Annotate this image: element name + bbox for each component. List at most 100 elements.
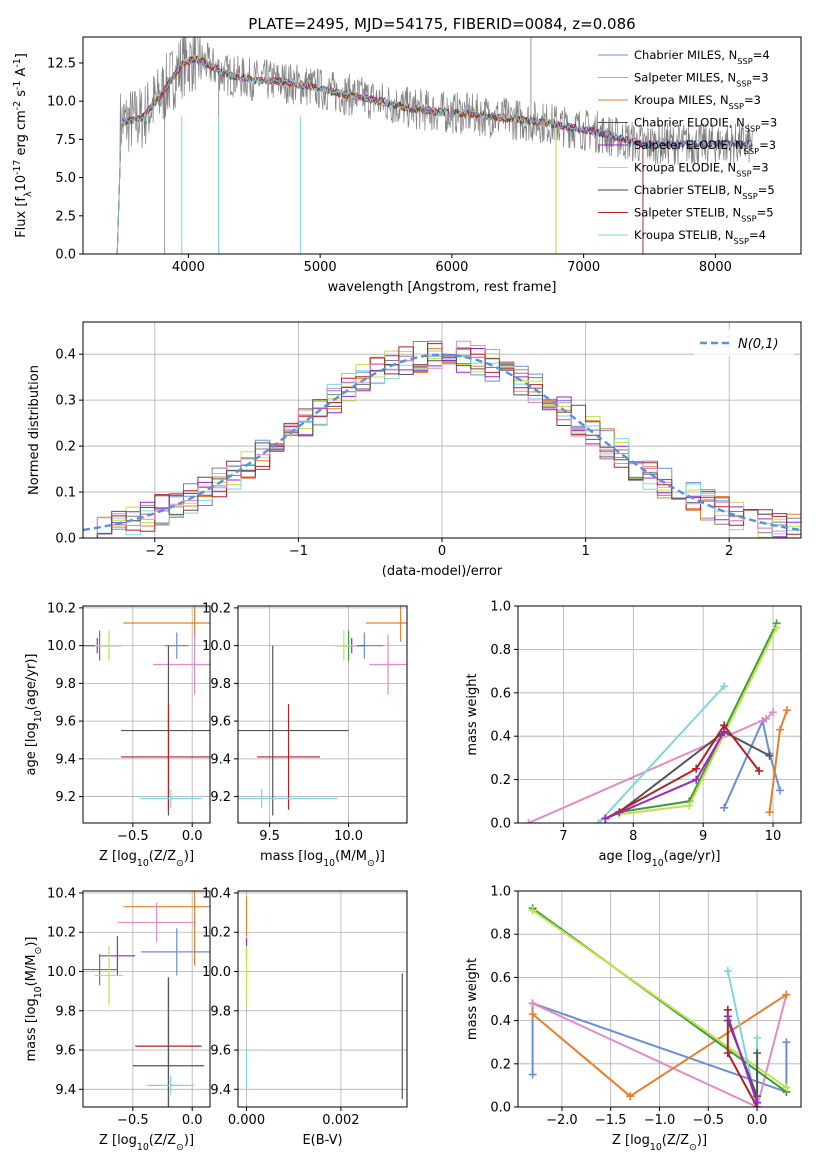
x-axis-label: E(B-V) [302, 1133, 342, 1148]
plus-marker [524, 819, 533, 823]
axes-overlay: 9.5 10.0 9.2 9.4 9.6 9.8 10.0 10.2 mass [log10(M… [202, 601, 408, 869]
y-tick-label: 9.2 [55, 790, 76, 805]
mass-weight-vs-metallicity-panel: −2.0 −1.5 −1.0 −0.5 0.0 0.0 0.2 0.4 0.6 0.8 1.0 Z [… [465, 885, 802, 1153]
plus-marker [528, 1010, 537, 1019]
y-tick-label: 9.6 [55, 715, 76, 730]
y-tick-label: 10.2 [47, 926, 76, 941]
plus-marker [765, 808, 774, 817]
y-tick-label: 10.2 [47, 601, 76, 616]
mass-weight-line [597, 685, 725, 823]
legend-box [694, 330, 794, 356]
y-tick-label: 9.6 [55, 1044, 76, 1059]
legend: Chabrier MILES, NSSP=4 Salpeter MILES, NS… [598, 48, 777, 246]
y-tick-label: 10.2 [202, 601, 231, 616]
y-tick-label: 0.3 [55, 394, 76, 409]
legend: N(0,1) [694, 330, 794, 356]
y-tick-label: 10.0 [202, 965, 231, 980]
y-tick-label: 0.6 [490, 971, 511, 986]
plus-marker [782, 1083, 791, 1092]
plus-marker [528, 1070, 537, 1079]
axes-overlay: −0.5 0.0 9.4 9.6 9.8 10.0 10.2 10.4 Z [log10(Z/Z… [24, 886, 211, 1153]
plus-marker [594, 819, 603, 823]
y-tick-label: 9.8 [210, 1004, 231, 1019]
legend-label: Salpeter ELODIE, NSSP=3 [634, 138, 776, 156]
mass-weight-line [532, 909, 787, 1089]
axes-overlay: −0.5 0.0 9.2 9.4 9.6 9.8 10.0 10.2 Z [log10(Z/Z⊙… [24, 601, 211, 869]
model-spectrum-line [116, 55, 644, 254]
y-tick-label: 9.8 [55, 677, 76, 692]
data-spectrum-line [119, 37, 753, 166]
y-tick-label: 0.2 [490, 773, 511, 788]
spectrum-panel: 4000 5000 6000 7000 8000 0.0 2.5 5.0 7.5 10.0 12.5… [12, 15, 802, 295]
y-tick-label: 10.4 [202, 886, 231, 901]
legend-label: Chabrier STELIB, NSSP=5 [634, 183, 775, 201]
axes-overlay: 0.000 0.002 9.4 9.6 9.8 10.0 10.2 10.4 E(B-V) [202, 886, 408, 1148]
plus-marker [772, 623, 781, 632]
axes-overlay: −2 −1 0 1 2 0.0 0.1 0.2 0.3 0.4 (data-model)/error… [27, 321, 802, 579]
y-tick-label: 9.6 [210, 1044, 231, 1059]
x-tick-label: 0.0 [182, 1113, 203, 1128]
y-axis-label: age [log10(age/yr)] [24, 654, 44, 776]
y-tick-label: 9.4 [55, 1083, 76, 1098]
y-tick-label: 9.8 [210, 677, 231, 692]
legend-label: Kroupa STELIB, NSSP=4 [634, 228, 766, 246]
y-tick-label: 2.5 [55, 209, 76, 224]
x-tick-label: 0.000 [228, 1113, 265, 1128]
axes-frame [82, 890, 211, 1108]
x-axis-label: Z [log10(Z/Z⊙)] [99, 1133, 194, 1153]
axes-frame [237, 605, 408, 824]
y-tick-label: 10.2 [202, 926, 231, 941]
plus-marker [692, 764, 701, 773]
mass-weight-vs-age-panel: 7 8 9 10 0.0 0.2 0.4 0.6 0.8 1.0 age [log10(age/yr… [465, 600, 802, 869]
plus-marker [776, 725, 785, 734]
x-tick-label: 1 [581, 544, 589, 559]
y-tick-label: 10.0 [47, 639, 76, 654]
y-tick-label: 10.4 [47, 886, 76, 901]
x-tick-label: 0.0 [747, 1113, 768, 1128]
x-axis-label: wavelength [Angstrom, rest frame] [328, 280, 557, 295]
normal-curve [83, 353, 801, 532]
mass-weight-line [619, 622, 778, 814]
x-axis-label: mass [log10(M/M⊙)] [260, 849, 385, 869]
model-spectrum-line [116, 55, 753, 254]
plot-area [83, 606, 210, 816]
y-axis-label: mass weight [465, 673, 480, 755]
x-tick-label: 9 [699, 829, 707, 844]
legend-label: Chabrier MILES, NSSP=4 [634, 48, 770, 66]
y-tick-label: 9.4 [210, 1083, 231, 1098]
legend-label: Kroupa MILES, NSSP=3 [634, 93, 761, 111]
y-tick-label: 7.5 [55, 133, 76, 148]
chart-title: PLATE=2495, MJD=54175, FIBERID=0084, z=0… [248, 15, 635, 33]
y-tick-label: 0.0 [490, 1101, 511, 1116]
plus-marker [782, 1038, 791, 1047]
axes-frame [517, 605, 802, 824]
x-tick-label: 10.0 [334, 829, 363, 844]
y-tick-label: 1.0 [490, 885, 511, 900]
mass-weight-line [531, 1001, 788, 1094]
x-axis-label: (data-model)/error [382, 564, 503, 579]
mass-weight-line [618, 730, 771, 813]
plus-marker [723, 1012, 732, 1021]
y-tick-label: 10.0 [47, 965, 76, 980]
y-tick-label: 0.4 [490, 730, 511, 745]
x-tick-label: −1.0 [644, 1113, 676, 1128]
mass-weight-line [532, 994, 788, 1107]
plot-area [83, 340, 801, 538]
y-axis-label: mass [log10(M/M⊙)] [24, 937, 44, 1062]
y-tick-label: 10.0 [202, 639, 231, 654]
x-tick-label: 5000 [304, 260, 337, 275]
y-tick-label: 10.0 [47, 95, 76, 110]
y-tick-label: 9.2 [210, 790, 231, 805]
plot-area [528, 904, 791, 1107]
x-tick-label: −1.5 [595, 1113, 627, 1128]
axes-frame [237, 890, 408, 1108]
plus-marker [753, 1049, 762, 1057]
y-tick-label: 9.4 [55, 752, 76, 767]
plot-area [524, 619, 792, 823]
y-tick-label: 12.5 [47, 56, 76, 71]
plus-marker [765, 751, 774, 760]
axes-overlay: −2.0 −1.5 −1.0 −0.5 0.0 0.0 0.2 0.4 0.6 0.8 1.0 Z [… [465, 885, 802, 1153]
y-axis-label: mass weight [465, 958, 480, 1040]
y-tick-label: 9.6 [210, 715, 231, 730]
